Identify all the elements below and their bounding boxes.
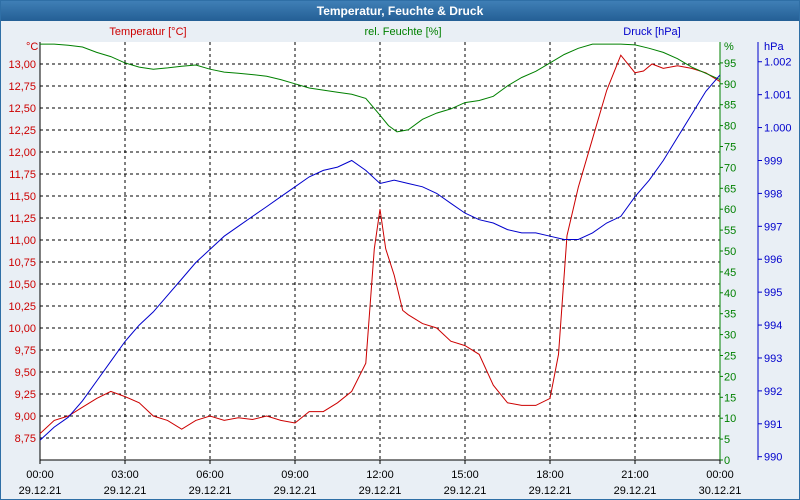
x-tick-time: 00:00 <box>706 469 734 481</box>
temperature-tick-label: 11,25 <box>9 213 36 225</box>
humidity-tick-label: 95 <box>724 58 736 70</box>
temperature-tick-label: 10,00 <box>8 323 36 335</box>
grid-lines <box>40 42 720 460</box>
pressure-tick-label: 1.002 <box>764 57 792 69</box>
humidity-tick-label: 80 <box>724 121 736 133</box>
pressure-tick-label: 991 <box>764 419 782 431</box>
x-tick-date: 30.12.21 <box>699 485 742 497</box>
pressure-axis-title: Druck [hPa] <box>623 26 680 38</box>
temperature-tick-label: 9,00 <box>15 411 36 423</box>
temperature-series-line <box>39 54 721 434</box>
pressure-tick-label: 990 <box>764 452 782 464</box>
x-tick-time: 00:00 <box>26 469 54 481</box>
temperature-axis-title: Temperatur [°C] <box>109 26 186 38</box>
x-tick-date: 29.12.21 <box>104 485 147 497</box>
x-tick-time: 15:00 <box>451 469 479 481</box>
humidity-series-line <box>40 43 721 133</box>
temperature-tick-label: 12,00 <box>8 147 36 159</box>
pressure-tick-label: 992 <box>764 386 782 398</box>
temperature-tick-label: 13,00 <box>8 59 36 71</box>
pressure-tick-label: 996 <box>764 254 782 266</box>
humidity-tick-label: 60 <box>724 204 736 216</box>
temperature-tick-label: 12,50 <box>8 103 36 115</box>
humidity-unit: % <box>724 41 734 53</box>
x-tick-date: 29.12.21 <box>274 485 317 497</box>
pressure-tick-label: 997 <box>764 221 782 233</box>
pressure-tick-label: 995 <box>764 287 782 299</box>
humidity-axis-title: rel. Feuchte [%] <box>364 26 441 38</box>
x-tick-date: 29.12.21 <box>444 485 487 497</box>
pressure-unit: hPa <box>764 41 784 53</box>
temperature-tick-label: 9,50 <box>15 367 36 379</box>
humidity-tick-label: 40 <box>724 288 736 300</box>
pressure-tick-label: 993 <box>764 353 782 365</box>
pressure-series-line <box>39 74 721 441</box>
humidity-tick-label: 25 <box>724 351 736 363</box>
x-tick-date: 29.12.21 <box>529 485 572 497</box>
temperature-tick-label: 10,50 <box>8 279 36 291</box>
window-title: Temperatur, Feuchte & Druck <box>1 1 799 21</box>
temperature-tick-label: 9,75 <box>15 345 36 357</box>
humidity-tick-label: 70 <box>724 162 736 174</box>
x-tick-time: 03:00 <box>111 469 139 481</box>
x-tick-time: 21:00 <box>621 469 649 481</box>
humidity-tick-label: 10 <box>724 413 736 425</box>
pressure-tick-label: 994 <box>764 320 782 332</box>
pressure-tick-label: 1.000 <box>764 123 792 135</box>
pressure-tick-label: 998 <box>764 188 782 200</box>
x-tick-time: 09:00 <box>281 469 309 481</box>
humidity-tick-label: 0 <box>724 455 730 467</box>
temperature-tick-label: 11,50 <box>9 191 36 203</box>
humidity-tick-label: 20 <box>724 371 736 383</box>
data-series <box>39 43 721 441</box>
pressure-tick-label: 999 <box>764 155 782 167</box>
x-tick-date: 29.12.21 <box>189 485 232 497</box>
humidity-tick-label: 15 <box>724 392 736 404</box>
temperature-tick-label: 11,75 <box>9 169 36 181</box>
x-tick-date: 29.12.21 <box>614 485 657 497</box>
humidity-tick-label: 50 <box>724 246 736 258</box>
temperature-tick-label: 12,75 <box>8 81 36 93</box>
temperature-unit: °C <box>26 41 38 53</box>
x-tick-date: 29.12.21 <box>359 485 402 497</box>
temperature-tick-label: 9,25 <box>15 389 36 401</box>
x-tick-time: 18:00 <box>536 469 564 481</box>
x-tick-date: 29.12.21 <box>19 485 62 497</box>
x-tick-time: 06:00 <box>196 469 224 481</box>
humidity-tick-label: 35 <box>724 309 736 321</box>
humidity-tick-label: 65 <box>724 183 736 195</box>
humidity-tick-label: 75 <box>724 142 736 154</box>
temperature-tick-label: 12,25 <box>8 125 36 137</box>
humidity-tick-label: 45 <box>724 267 736 279</box>
humidity-tick-label: 90 <box>724 79 736 91</box>
humidity-tick-label: 55 <box>724 225 736 237</box>
pressure-tick-label: 1.001 <box>764 90 792 102</box>
temperature-tick-label: 10,25 <box>8 301 36 313</box>
humidity-tick-label: 5 <box>724 434 730 446</box>
humidity-tick-label: 30 <box>724 330 736 342</box>
x-tick-time: 12:00 <box>366 469 394 481</box>
temperature-tick-label: 8,75 <box>15 433 36 445</box>
humidity-tick-label: 85 <box>724 100 736 112</box>
axes: 00:00 29.12.21 03:00 29.12.21 06:00 29.12.21 0… <box>8 42 792 497</box>
temperature-tick-label: 11,00 <box>9 235 36 247</box>
temperature-tick-label: 10,75 <box>8 257 36 269</box>
